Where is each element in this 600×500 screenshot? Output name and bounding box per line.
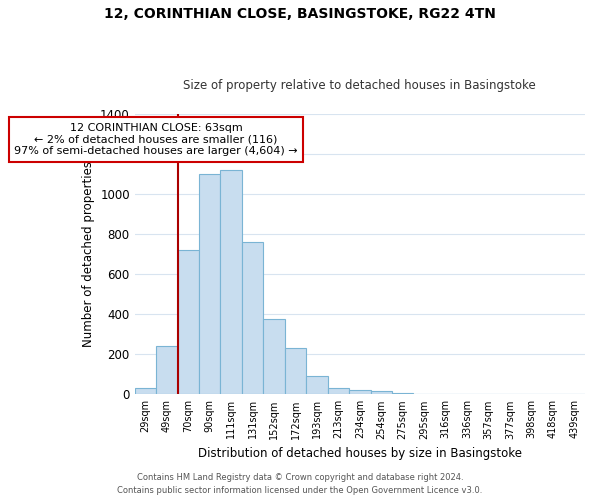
Bar: [349, 390, 371, 394]
Bar: [371, 392, 392, 394]
Bar: [199, 174, 220, 394]
Text: 12 CORINTHIAN CLOSE: 63sqm
← 2% of detached houses are smaller (116)
97% of semi: 12 CORINTHIAN CLOSE: 63sqm ← 2% of detac…: [14, 123, 298, 156]
Bar: [134, 388, 156, 394]
Bar: [285, 348, 306, 395]
Title: Size of property relative to detached houses in Basingstoke: Size of property relative to detached ho…: [184, 79, 536, 92]
Bar: [178, 250, 199, 394]
X-axis label: Distribution of detached houses by size in Basingstoke: Distribution of detached houses by size …: [198, 447, 522, 460]
Y-axis label: Number of detached properties: Number of detached properties: [82, 161, 95, 347]
Bar: [263, 319, 285, 394]
Text: 12, CORINTHIAN CLOSE, BASINGSTOKE, RG22 4TN: 12, CORINTHIAN CLOSE, BASINGSTOKE, RG22 …: [104, 8, 496, 22]
Bar: [156, 346, 178, 395]
Bar: [328, 388, 349, 394]
Bar: [306, 376, 328, 394]
Bar: [242, 242, 263, 394]
Text: Contains HM Land Registry data © Crown copyright and database right 2024.
Contai: Contains HM Land Registry data © Crown c…: [118, 474, 482, 495]
Bar: [220, 170, 242, 394]
